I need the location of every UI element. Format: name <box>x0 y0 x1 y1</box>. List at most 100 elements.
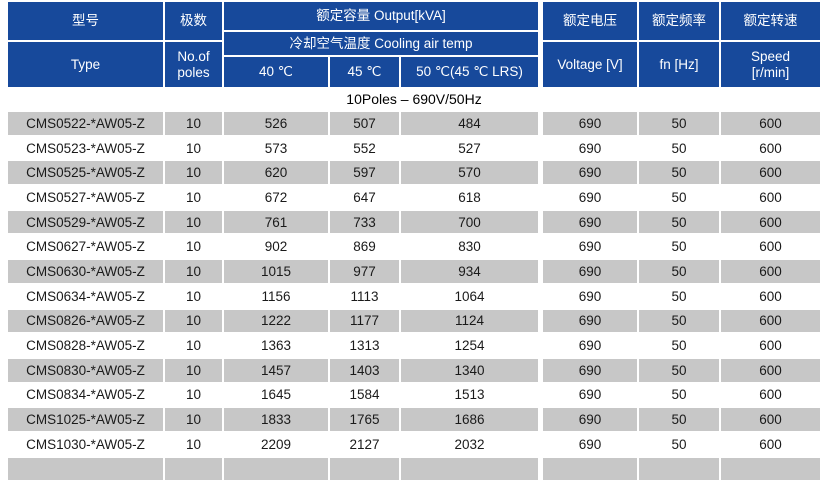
cell-model: CMS0523-*AW05-Z <box>26 140 145 156</box>
cell-kva-40c: 672 <box>264 189 288 205</box>
cell-poles: 10 <box>185 436 202 452</box>
cell-fn-hz: 50 <box>671 387 687 403</box>
header-col-voltage: 额定电压 Voltage [V] <box>543 2 637 87</box>
cell-fn-hz: 50 <box>639 309 719 333</box>
column-spacer <box>540 211 541 234</box>
cell-poles: 10 <box>185 140 202 156</box>
cell-speed-rpm <box>721 457 820 481</box>
table-row: CMS0522-*AW05-Z 10 526 507 484 690 50 600 <box>8 112 820 135</box>
cell-voltage-v: 690 <box>578 239 602 255</box>
cell-kva-45c: 597 <box>330 161 399 185</box>
cell-kva-40c: 761 <box>224 210 328 234</box>
cell-fn-hz: 50 <box>671 239 687 255</box>
cell-kva-40c: 1645 <box>260 387 292 403</box>
cell-poles: 10 <box>165 260 222 283</box>
column-spacer <box>540 161 541 184</box>
spec-table: 型号 Type 极数 No.of poles 额定容量 Output[kVA] … <box>8 2 820 482</box>
cell-poles: 10 <box>165 408 222 431</box>
cell-voltage-v: 690 <box>578 436 602 452</box>
cell-fn-hz: 50 <box>639 161 719 185</box>
cell-speed-rpm: 600 <box>759 436 782 452</box>
cell-kva-50c-lrs: 570 <box>401 161 538 185</box>
header-speed-zh: 额定转速 <box>721 2 820 40</box>
header-poles-zh: 极数 <box>165 2 222 40</box>
table-header: 型号 Type 极数 No.of poles 额定容量 Output[kVA] … <box>8 2 820 87</box>
header-poles-en: No.of poles <box>165 42 222 87</box>
header-speed-en: Speed [r/min] <box>721 42 820 87</box>
table-row: CMS0627-*AW05-Z 10 902 869 830 690 50 600 <box>8 235 820 258</box>
cell-voltage-v: 690 <box>543 408 637 431</box>
cell-fn-hz: 50 <box>639 358 719 382</box>
cell-model <box>8 457 163 481</box>
cell-kva-45c: 1313 <box>349 338 380 354</box>
cell-voltage-v: 690 <box>578 387 602 403</box>
cell-model: CMS0522-*AW05-Z <box>8 112 163 135</box>
cell-kva-50c-lrs: 934 <box>401 260 538 283</box>
cell-speed-rpm: 600 <box>759 387 782 403</box>
header-voltage-zh: 额定电压 <box>543 2 637 40</box>
cell-model: CMS0529-*AW05-Z <box>8 210 163 234</box>
cell-kva-40c: 573 <box>264 140 288 156</box>
cell-fn-hz: 50 <box>671 436 687 452</box>
header-type-en: Type <box>8 42 163 87</box>
table-row: CMS0834-*AW05-Z 10 1645 1584 1513 690 50 600 <box>8 384 820 407</box>
cell-kva-50c-lrs: 700 <box>401 210 538 234</box>
cell-poles: 10 <box>185 338 202 354</box>
cell-kva-50c-lrs: 830 <box>458 239 481 255</box>
column-spacer <box>540 334 541 357</box>
column-spacer <box>540 137 541 160</box>
cell-speed-rpm: 600 <box>721 309 820 333</box>
cell-voltage-v: 690 <box>578 189 602 205</box>
cell-fn-hz <box>639 457 719 481</box>
cell-kva-50c-lrs: 484 <box>401 112 538 135</box>
cell-kva-40c: 526 <box>224 112 328 135</box>
cell-model: CMS0525-*AW05-Z <box>8 161 163 185</box>
cell-kva-40c: 1156 <box>261 288 291 304</box>
column-spacer <box>540 359 541 382</box>
table-row: CMS0527-*AW05-Z 10 672 647 618 690 50 600 <box>8 186 820 209</box>
header-col-poles: 极数 No.of poles <box>165 2 222 87</box>
cell-poles: 10 <box>185 239 202 255</box>
cell-kva-50c-lrs: 1686 <box>401 408 538 431</box>
header-temp-50c-lrs: 50 ℃(45 ℃ LRS) <box>401 57 538 87</box>
table-row: CMS0826-*AW05-Z 10 1222 1177 1124 690 50 600 <box>8 309 820 333</box>
cell-poles: 10 <box>185 189 202 205</box>
cell-kva-45c: 1765 <box>330 408 399 431</box>
column-spacer <box>540 310 541 333</box>
cell-poles: 10 <box>165 161 222 185</box>
cell-model: CMS1030-*AW05-Z <box>26 436 145 452</box>
cell-speed-rpm: 600 <box>721 260 820 283</box>
cell-voltage-v: 690 <box>578 288 602 304</box>
cell-speed-rpm: 600 <box>759 288 782 304</box>
column-spacer <box>540 433 541 456</box>
cell-speed-rpm: 600 <box>721 210 820 234</box>
cell-kva-50c-lrs: 2032 <box>454 436 485 452</box>
table-row: CMS0525-*AW05-Z 10 620 597 570 690 50 600 <box>8 161 820 185</box>
header-frequency-zh: 额定频率 <box>639 2 719 40</box>
column-spacer <box>540 458 541 481</box>
table-row: CMS0828-*AW05-Z 10 1363 1313 1254 690 50 600 <box>8 334 820 357</box>
cell-kva-50c-lrs: 1340 <box>401 358 538 382</box>
table-row-partial <box>8 457 820 481</box>
cell-kva-50c-lrs: 1124 <box>401 309 538 333</box>
table-row: CMS0523-*AW05-Z 10 573 552 527 690 50 600 <box>8 137 820 160</box>
cell-kva-40c: 1833 <box>224 408 328 431</box>
cell-kva-50c-lrs: 1064 <box>454 288 485 304</box>
column-spacer <box>540 384 541 407</box>
header-temp-40c: 40 ℃ <box>224 57 328 87</box>
header-type-zh: 型号 <box>8 2 163 40</box>
cell-kva-40c: 1015 <box>224 260 328 283</box>
cell-kva-45c: 647 <box>353 189 376 205</box>
cell-model: CMS0826-*AW05-Z <box>8 309 163 333</box>
column-spacer <box>540 235 541 258</box>
cell-kva-40c: 620 <box>224 161 328 185</box>
cell-kva-40c: 902 <box>264 239 288 255</box>
cell-poles: 10 <box>165 112 222 135</box>
cell-kva-40c <box>224 457 328 481</box>
cell-voltage-v: 690 <box>543 260 637 283</box>
header-cooling-air-temp: 冷却空气温度 Cooling air temp <box>224 32 538 55</box>
cell-kva-50c-lrs: 1254 <box>454 338 485 354</box>
cell-speed-rpm: 600 <box>759 140 782 156</box>
cell-model: CMS0627-*AW05-Z <box>26 239 145 255</box>
cell-kva-45c: 552 <box>353 140 376 156</box>
